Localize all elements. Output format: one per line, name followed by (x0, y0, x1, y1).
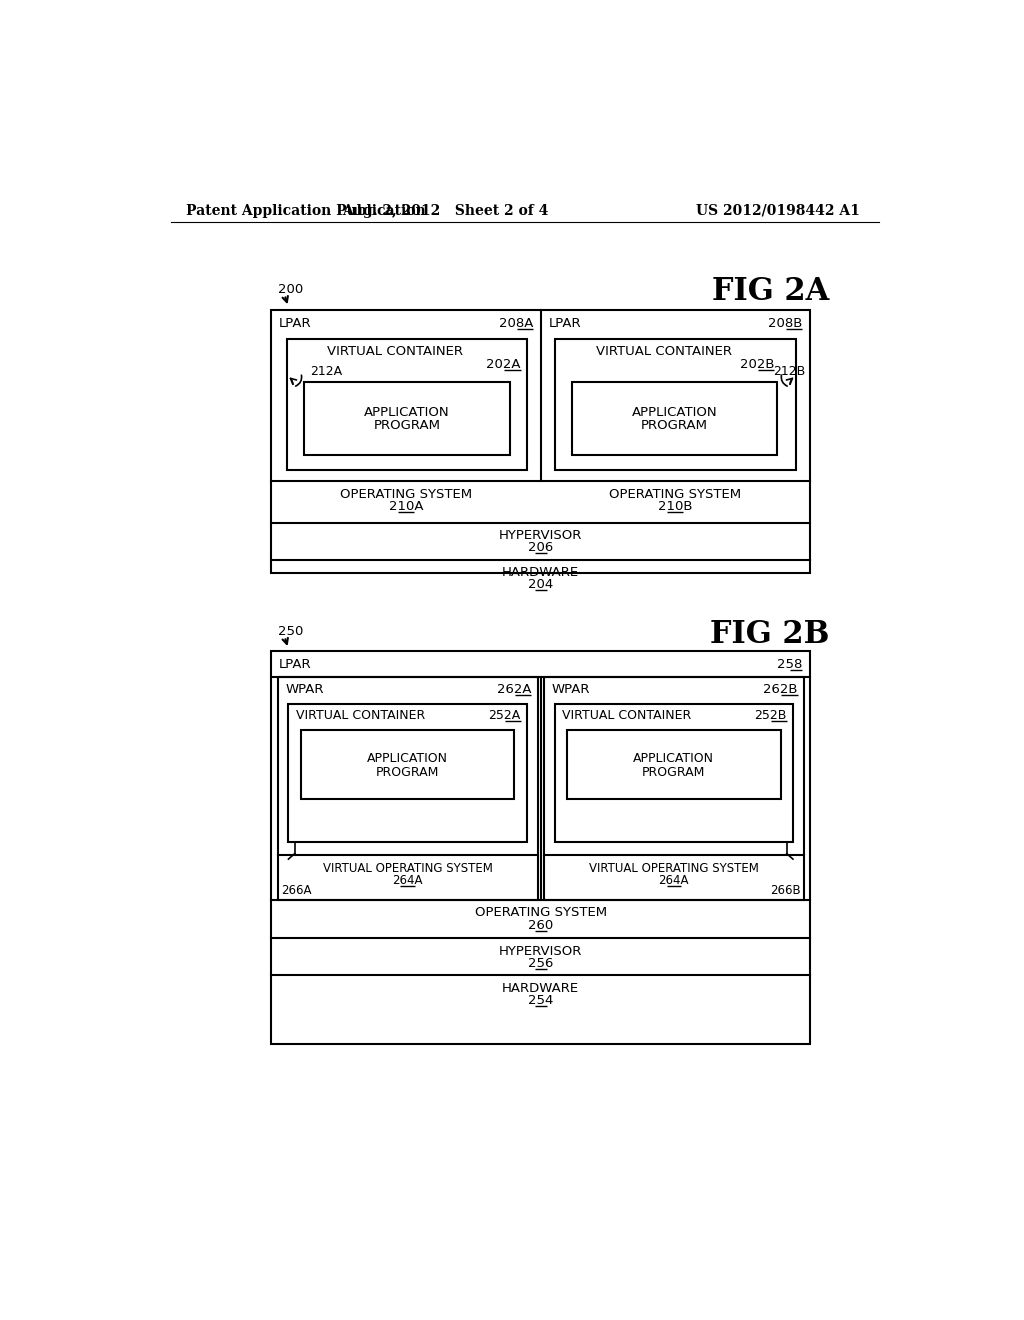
Bar (555, 339, 796, 470)
Text: FIG 2B: FIG 2B (710, 619, 829, 649)
Text: OPERATING SYSTEM: OPERATING SYSTEM (475, 907, 607, 920)
Bar (271, 310, 810, 573)
Bar (271, 651, 810, 1044)
Text: HARDWARE: HARDWARE (502, 566, 580, 579)
Text: OPERATING SYSTEM: OPERATING SYSTEM (340, 487, 472, 500)
Text: 258: 258 (777, 657, 802, 671)
Text: APPLICATION: APPLICATION (633, 751, 715, 764)
Bar (555, 704, 793, 842)
Text: HYPERVISOR: HYPERVISOR (499, 945, 583, 958)
Text: 254: 254 (528, 994, 553, 1007)
Text: WPAR: WPAR (552, 684, 590, 696)
Text: 202B: 202B (740, 358, 774, 371)
Text: 210B: 210B (658, 500, 692, 513)
Text: 262A: 262A (497, 684, 531, 696)
Text: 252B: 252B (755, 709, 786, 722)
Text: 202A: 202A (486, 358, 520, 371)
Text: 264A: 264A (392, 874, 423, 887)
Text: US 2012/0198442 A1: US 2012/0198442 A1 (696, 203, 860, 218)
Text: WPAR: WPAR (286, 684, 324, 696)
Text: VIRTUAL CONTAINER: VIRTUAL CONTAINER (562, 709, 691, 722)
Text: 266B: 266B (770, 884, 801, 898)
Text: HYPERVISOR: HYPERVISOR (499, 529, 583, 543)
Text: PROGRAM: PROGRAM (641, 420, 708, 433)
Text: FIG 2A: FIG 2A (712, 276, 829, 308)
Text: VIRTUAL CONTAINER: VIRTUAL CONTAINER (296, 709, 425, 722)
Text: APPLICATION: APPLICATION (632, 405, 718, 418)
Text: 260: 260 (528, 919, 553, 932)
Text: HARDWARE: HARDWARE (502, 982, 580, 995)
Text: LPAR: LPAR (280, 657, 311, 671)
Bar (287, 339, 526, 470)
Bar (301, 730, 514, 799)
Text: LPAR: LPAR (280, 317, 311, 330)
Bar (567, 730, 780, 799)
Text: 208A: 208A (499, 317, 532, 330)
Text: PROGRAM: PROGRAM (642, 766, 706, 779)
Bar (278, 677, 538, 900)
Text: 204: 204 (528, 578, 553, 591)
Text: 250: 250 (278, 626, 303, 639)
Bar (544, 677, 804, 900)
Text: VIRTUAL CONTAINER: VIRTUAL CONTAINER (328, 345, 463, 358)
Text: 212B: 212B (773, 366, 805, 379)
Text: PROGRAM: PROGRAM (376, 766, 439, 779)
Text: 252A: 252A (488, 709, 520, 722)
Text: 256: 256 (528, 957, 553, 970)
Text: 210A: 210A (389, 500, 423, 513)
Text: PROGRAM: PROGRAM (374, 420, 440, 433)
Text: 212A: 212A (310, 366, 342, 379)
Bar (304, 381, 510, 455)
Text: 206: 206 (528, 541, 553, 554)
Text: OPERATING SYSTEM: OPERATING SYSTEM (609, 487, 741, 500)
Text: VIRTUAL OPERATING SYSTEM: VIRTUAL OPERATING SYSTEM (323, 862, 493, 875)
Text: APPLICATION: APPLICATION (364, 405, 450, 418)
Bar (571, 381, 777, 455)
Text: 208B: 208B (768, 317, 802, 330)
Text: 264A: 264A (658, 874, 689, 887)
Text: VIRTUAL CONTAINER: VIRTUAL CONTAINER (596, 345, 732, 358)
Text: LPAR: LPAR (549, 317, 581, 330)
Text: Patent Application Publication: Patent Application Publication (186, 203, 426, 218)
Text: 266A: 266A (281, 884, 311, 898)
Text: 262B: 262B (763, 684, 798, 696)
Text: APPLICATION: APPLICATION (367, 751, 449, 764)
Text: VIRTUAL OPERATING SYSTEM: VIRTUAL OPERATING SYSTEM (589, 862, 759, 875)
Text: 200: 200 (278, 282, 303, 296)
Text: Aug. 2, 2012   Sheet 2 of 4: Aug. 2, 2012 Sheet 2 of 4 (343, 203, 549, 218)
Bar (289, 704, 526, 842)
